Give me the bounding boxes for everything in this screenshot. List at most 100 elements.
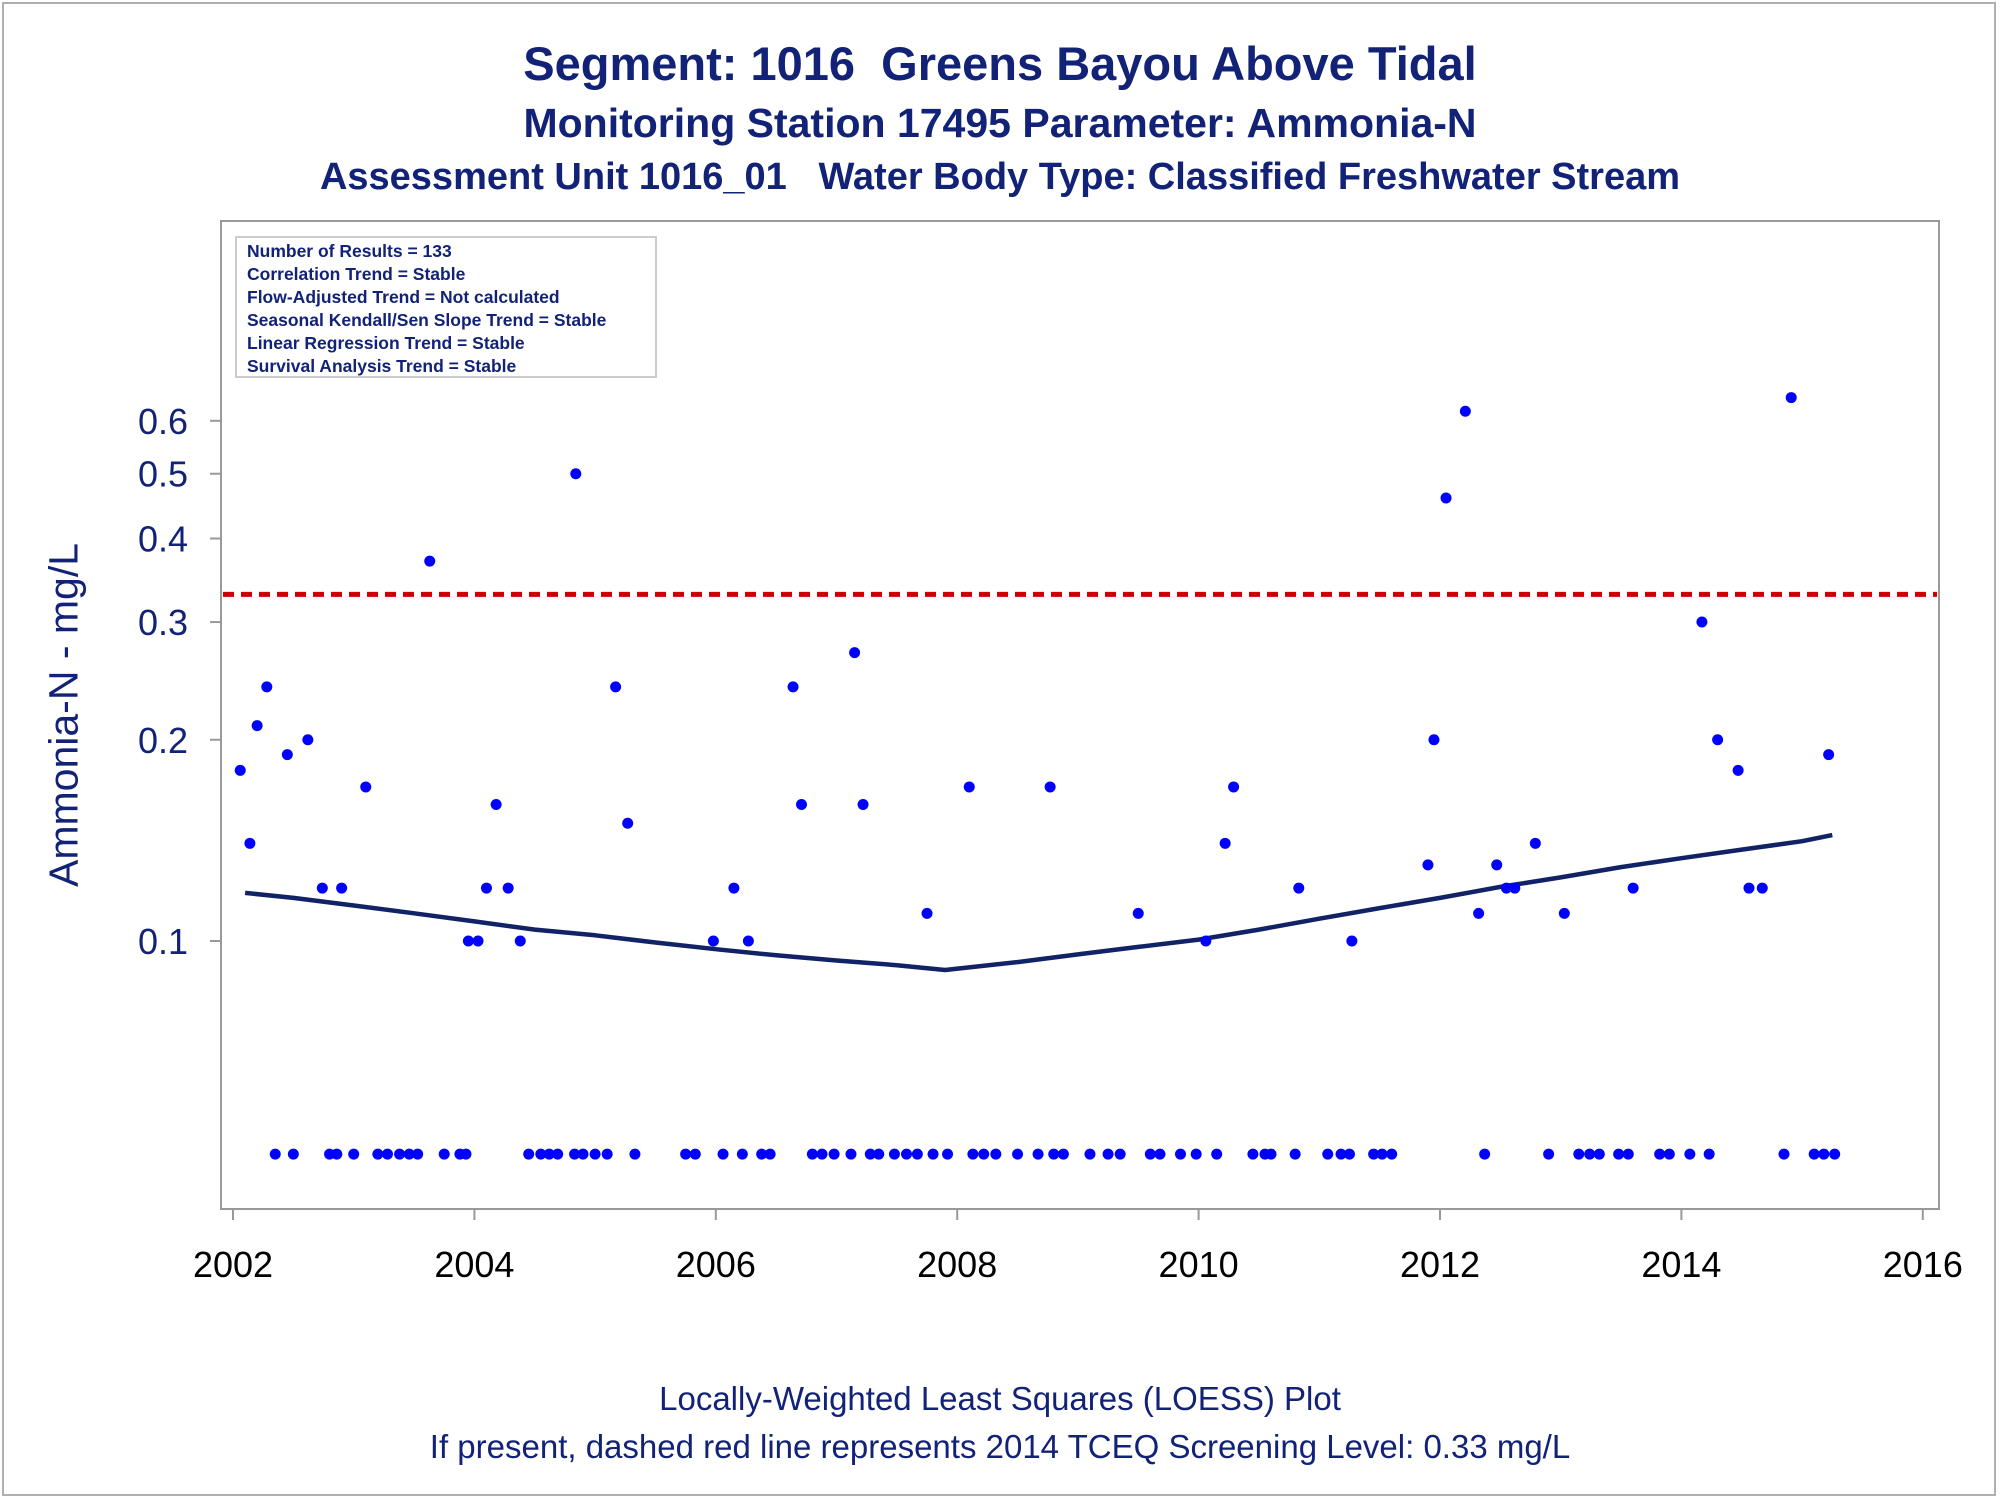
data-point bbox=[462, 935, 474, 947]
nondetect-point bbox=[1593, 1148, 1605, 1160]
nondetect-point bbox=[911, 1148, 923, 1160]
data-point bbox=[1440, 492, 1452, 504]
nondetect-point bbox=[1012, 1148, 1024, 1160]
data-point bbox=[1558, 907, 1570, 919]
data-point bbox=[1459, 405, 1471, 417]
data-point bbox=[336, 882, 348, 894]
data-point bbox=[261, 681, 273, 693]
data-point bbox=[921, 907, 933, 919]
data-point bbox=[424, 555, 436, 567]
nondetect-point bbox=[348, 1148, 360, 1160]
y-tick-label: 0.4 bbox=[138, 519, 188, 560]
data-point bbox=[1346, 935, 1358, 947]
data-point bbox=[1219, 837, 1231, 849]
data-point bbox=[302, 734, 314, 746]
data-point bbox=[1132, 907, 1144, 919]
nondetect-point bbox=[1778, 1148, 1790, 1160]
nondetect-point bbox=[978, 1148, 990, 1160]
nondetect-point bbox=[990, 1148, 1002, 1160]
nondetect-point bbox=[1057, 1148, 1069, 1160]
nondetect-point bbox=[523, 1148, 535, 1160]
data-point bbox=[787, 681, 799, 693]
data-point bbox=[857, 799, 869, 811]
nondetect-point bbox=[552, 1148, 564, 1160]
nondetect-point bbox=[888, 1148, 900, 1160]
legend-results: Number of Results = 133 bbox=[247, 241, 452, 261]
nondetect-point bbox=[1479, 1148, 1491, 1160]
axis-ticks: 2002 2004 2006 2008 2010 2012 2014 2016 0.1 0.2 0.… bbox=[138, 401, 1963, 1285]
chart-title: Segment: 1016 Greens Bayou Above Tidal bbox=[523, 37, 1477, 90]
nondetect-point bbox=[1048, 1148, 1060, 1160]
legend-survival: Survival Analysis Trend = Stable bbox=[247, 356, 517, 376]
data-point bbox=[1823, 749, 1835, 761]
nondetect-point bbox=[845, 1148, 857, 1160]
nondetect-point bbox=[601, 1148, 613, 1160]
nondetect-point bbox=[1289, 1148, 1301, 1160]
points-group bbox=[234, 392, 1841, 1160]
footnote-screening: If present, dashed red line represents 2… bbox=[429, 1428, 1571, 1465]
x-tick-label: 2008 bbox=[917, 1244, 997, 1285]
nondetect-point bbox=[1376, 1148, 1388, 1160]
data-point bbox=[728, 882, 740, 894]
legend-seasonal: Seasonal Kendall/Sen Slope Trend = Stabl… bbox=[247, 310, 607, 330]
nondetect-point bbox=[403, 1148, 415, 1160]
data-point bbox=[316, 882, 328, 894]
legend-regression: Linear Regression Trend = Stable bbox=[247, 333, 525, 353]
data-point bbox=[514, 935, 526, 947]
data-point bbox=[795, 799, 807, 811]
nondetect-point bbox=[1211, 1148, 1223, 1160]
data-point bbox=[622, 817, 634, 829]
nondetect-point bbox=[736, 1148, 748, 1160]
nondetect-point bbox=[816, 1148, 828, 1160]
data-point bbox=[251, 720, 263, 732]
nondetect-point bbox=[460, 1148, 472, 1160]
x-tick-label: 2006 bbox=[676, 1244, 756, 1285]
data-point bbox=[1756, 882, 1768, 894]
nondetect-point bbox=[331, 1148, 343, 1160]
y-tick-label: 0.5 bbox=[138, 454, 188, 495]
nondetect-point bbox=[269, 1148, 281, 1160]
data-point bbox=[360, 781, 372, 793]
chart-subtitle-2: Assessment Unit 1016_01 Water Body Type:… bbox=[319, 156, 1681, 198]
data-point bbox=[1422, 859, 1434, 871]
nondetect-point bbox=[287, 1148, 299, 1160]
nondetect-point bbox=[828, 1148, 840, 1160]
nondetect-point bbox=[1684, 1148, 1696, 1160]
data-point bbox=[281, 749, 293, 761]
nondetect-point bbox=[1102, 1148, 1114, 1160]
nondetect-point bbox=[1174, 1148, 1186, 1160]
nondetect-point bbox=[1386, 1148, 1398, 1160]
data-point bbox=[1228, 781, 1240, 793]
data-point bbox=[1743, 882, 1755, 894]
x-tick-label: 2004 bbox=[434, 1244, 514, 1285]
nondetect-point bbox=[535, 1148, 547, 1160]
nondetect-point bbox=[1818, 1148, 1830, 1160]
nondetect-point bbox=[806, 1148, 818, 1160]
nondetect-point bbox=[717, 1148, 729, 1160]
data-point bbox=[244, 837, 256, 849]
nondetect-point bbox=[756, 1148, 768, 1160]
nondetect-point bbox=[372, 1148, 384, 1160]
data-point bbox=[1696, 616, 1708, 628]
nondetect-point bbox=[394, 1148, 406, 1160]
trend-legend: Number of Results = 133 Correlation Tren… bbox=[235, 236, 657, 378]
data-point bbox=[1473, 907, 1485, 919]
nondetect-point bbox=[629, 1148, 641, 1160]
plot-area bbox=[220, 220, 1940, 1210]
x-tick-label: 2002 bbox=[193, 1244, 273, 1285]
nondetect-point bbox=[1114, 1148, 1126, 1160]
nondetect-point bbox=[438, 1148, 450, 1160]
data-point bbox=[1491, 859, 1503, 871]
nondetect-point bbox=[901, 1148, 913, 1160]
nondetect-point bbox=[1084, 1148, 1096, 1160]
nondetect-point bbox=[1343, 1148, 1355, 1160]
data-point bbox=[1500, 882, 1512, 894]
nondetect-point bbox=[1703, 1148, 1715, 1160]
nondetect-point bbox=[412, 1148, 424, 1160]
x-tick-label: 2014 bbox=[1641, 1244, 1721, 1285]
data-point bbox=[1428, 734, 1440, 746]
y-axis-label: Ammonia-N - mg/L bbox=[40, 542, 87, 888]
nondetect-point bbox=[927, 1148, 939, 1160]
data-point bbox=[707, 935, 719, 947]
nondetect-point bbox=[1335, 1148, 1347, 1160]
